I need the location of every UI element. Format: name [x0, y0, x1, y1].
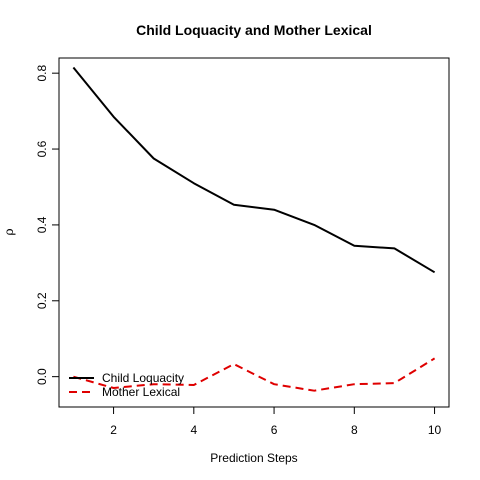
- legend-label: Child Loquacity: [102, 371, 184, 385]
- y-tick-label: 0.0: [35, 368, 49, 385]
- chart-title: Child Loquacity and Mother Lexical: [136, 22, 372, 38]
- y-axis: 0.0 0.2 0.4 0.6 0.8: [35, 65, 59, 385]
- x-axis: 2 4 6 8 10: [110, 407, 442, 437]
- x-tick-label: 8: [351, 423, 358, 437]
- plot-frame: [58, 57, 450, 408]
- x-tick-label: 6: [271, 423, 278, 437]
- x-tick-label: 10: [428, 423, 442, 437]
- y-tick-label: 0.8: [35, 65, 49, 82]
- series-line-mother-lexical: [73, 357, 436, 392]
- y-tick-label: 0.4: [35, 216, 49, 233]
- x-tick-label: 2: [110, 423, 117, 437]
- y-tick-label: 0.6: [35, 140, 49, 157]
- series-line-child-loquacity: [72, 66, 436, 274]
- x-axis-label: Prediction Steps: [210, 451, 297, 465]
- y-tick-label: 0.2: [35, 292, 49, 309]
- x-tick-label: 4: [190, 423, 197, 437]
- legend-label: Mother Lexical: [102, 385, 180, 399]
- series-lines: [72, 66, 436, 392]
- y-axis-label: ρ: [2, 228, 16, 235]
